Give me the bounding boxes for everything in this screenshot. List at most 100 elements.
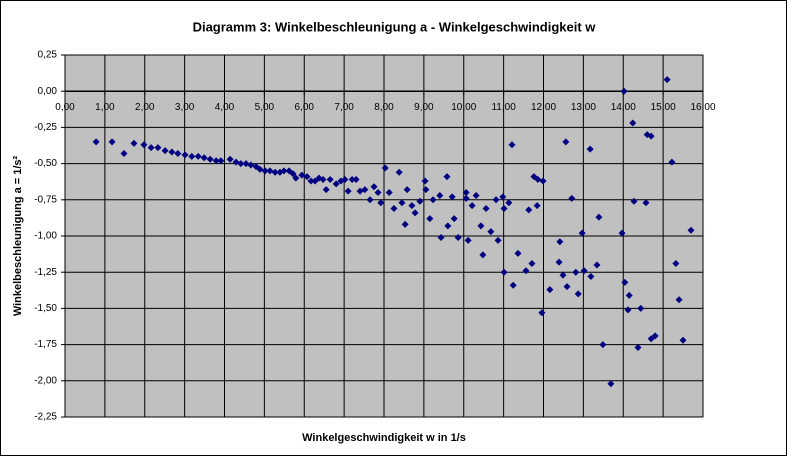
- data-point: [422, 186, 430, 194]
- data-point: [307, 177, 315, 185]
- data-point: [464, 236, 472, 244]
- data-point: [593, 261, 601, 269]
- data-point: [539, 177, 547, 185]
- x-tick-label: 3,00: [175, 102, 195, 113]
- data-point: [499, 193, 507, 201]
- data-point: [154, 144, 162, 152]
- data-point: [538, 309, 546, 317]
- data-point: [341, 176, 349, 184]
- data-point: [120, 149, 128, 157]
- data-point: [618, 229, 626, 237]
- data-point: [130, 139, 138, 147]
- data-point: [188, 152, 196, 160]
- data-point: [624, 306, 632, 314]
- data-point: [492, 196, 500, 204]
- data-point: [663, 76, 671, 84]
- data-point: [494, 236, 502, 244]
- data-point: [348, 176, 356, 184]
- data-point: [528, 260, 536, 268]
- data-point: [401, 220, 409, 228]
- data-point: [668, 158, 676, 166]
- data-point: [479, 251, 487, 259]
- data-point: [444, 222, 452, 230]
- data-point: [574, 290, 582, 298]
- data-point: [247, 161, 255, 169]
- data-point: [140, 141, 148, 149]
- chart-title: Diagramm 3: Winkelbeschleunigung a - Win…: [193, 19, 597, 34]
- data-point: [426, 215, 434, 223]
- data-point: [647, 132, 655, 140]
- data-point: [508, 141, 516, 149]
- data-point: [271, 168, 279, 176]
- data-point: [448, 193, 456, 201]
- x-tick-label: 5,00: [255, 102, 275, 113]
- data-point: [352, 176, 360, 184]
- data-point: [261, 167, 269, 175]
- data-point: [533, 202, 541, 210]
- data-point: [580, 267, 588, 275]
- data-point: [687, 226, 695, 234]
- y-tick-label: -1,25: [34, 267, 57, 278]
- data-point: [546, 286, 554, 294]
- x-tick-label: 15,00: [651, 102, 676, 113]
- data-point: [595, 213, 603, 221]
- data-point: [586, 145, 594, 153]
- data-point: [443, 173, 451, 181]
- y-tick-label: -2,00: [34, 375, 57, 386]
- data-point: [562, 138, 570, 146]
- data-point: [168, 148, 176, 156]
- data-point: [477, 222, 485, 230]
- data-point: [505, 199, 513, 207]
- data-point: [200, 154, 208, 162]
- data-point: [344, 187, 352, 195]
- y-tick-label: -0,25: [34, 122, 57, 133]
- data-point: [556, 238, 564, 246]
- data-point: [319, 176, 327, 184]
- data-point: [174, 149, 182, 157]
- data-point: [568, 194, 576, 202]
- data-point: [421, 177, 429, 185]
- data-point: [482, 204, 490, 212]
- data-point: [292, 174, 300, 182]
- data-point: [436, 191, 444, 199]
- y-axis-title: Winkelbeschleunigung a = 1/s²: [12, 155, 24, 316]
- data-point: [607, 380, 615, 388]
- x-tick-label: 11,00: [491, 102, 516, 113]
- data-point: [194, 152, 202, 160]
- data-point: [416, 197, 424, 205]
- data-point: [266, 167, 274, 175]
- data-point: [374, 189, 382, 197]
- data-point: [450, 215, 458, 223]
- data-point: [361, 186, 369, 194]
- data-point: [679, 336, 687, 344]
- data-point: [563, 283, 571, 291]
- data-point: [298, 171, 306, 179]
- y-tick-label: 0,25: [38, 50, 58, 61]
- data-point: [487, 228, 495, 236]
- y-tick-label: 0,00: [38, 86, 58, 97]
- data-point: [147, 144, 155, 152]
- data-point: [395, 168, 403, 176]
- data-point: [385, 189, 393, 197]
- data-point: [572, 268, 580, 276]
- data-point: [651, 332, 659, 340]
- y-tick-label: -1,00: [34, 231, 57, 242]
- data-point: [217, 157, 225, 165]
- data-point: [472, 191, 480, 199]
- y-tick-label: -1,75: [34, 339, 57, 350]
- data-point: [509, 281, 517, 289]
- data-point: [206, 155, 214, 163]
- data-point: [599, 341, 607, 349]
- data-point: [630, 197, 638, 205]
- y-tick-label: -2,25: [34, 412, 57, 423]
- data-point: [280, 167, 288, 175]
- data-point: [500, 268, 508, 276]
- data-point: [403, 186, 411, 194]
- data-point: [522, 267, 530, 275]
- x-tick-label: 9,00: [414, 102, 434, 113]
- data-point: [578, 229, 586, 237]
- data-point: [226, 155, 234, 163]
- data-point: [366, 196, 374, 204]
- x-tick-label: 13,00: [571, 102, 596, 113]
- data-point: [408, 202, 416, 210]
